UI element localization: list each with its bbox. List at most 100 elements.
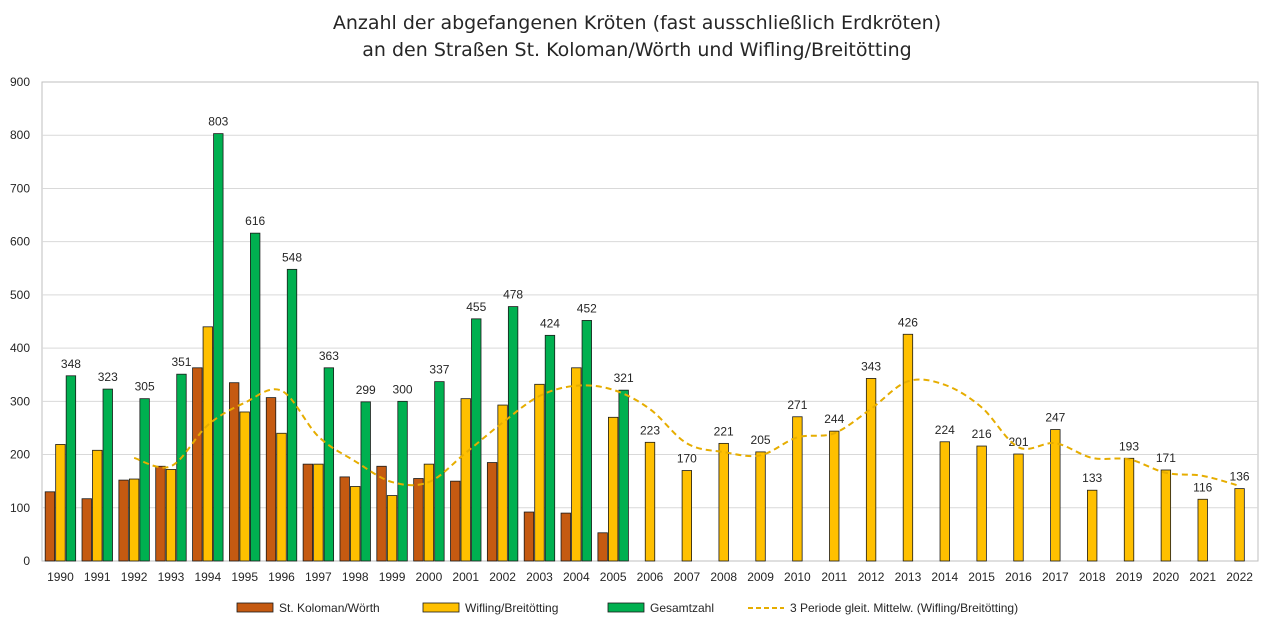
bar-gesamt [176, 373, 187, 562]
y-tick-label: 700 [10, 181, 30, 195]
x-tick-label: 2013 [895, 570, 922, 584]
bar-gesamt [360, 401, 371, 562]
bar-koloman [413, 478, 424, 562]
data-label: 136 [1230, 470, 1250, 484]
bar-wifling [902, 333, 914, 562]
bar-wifling [92, 449, 103, 562]
bar-koloman [339, 476, 350, 562]
data-label: 616 [245, 214, 265, 228]
legend-koloman-swatch [236, 602, 274, 613]
y-tick-label: 100 [10, 501, 30, 515]
legend-trendline-label: 3 Periode gleit. Mittelw. (Wifling/Breit… [790, 601, 1018, 615]
bar-wifling [681, 470, 692, 562]
data-label: 548 [282, 250, 302, 264]
data-label: 244 [824, 412, 844, 426]
data-label: 201 [1008, 435, 1028, 449]
bar-wifling [1050, 429, 1061, 562]
legend-koloman-label: St. Koloman/Wörth [279, 601, 380, 615]
bar-koloman [118, 479, 129, 562]
bar-wifling [313, 463, 324, 562]
bar-wifling [165, 469, 177, 562]
x-tick-label: 2014 [931, 570, 958, 584]
bar-koloman [597, 532, 608, 562]
x-tick-label: 1991 [84, 570, 111, 584]
bar-wifling [829, 430, 840, 562]
data-label: 478 [503, 288, 523, 302]
data-label: 348 [61, 357, 81, 371]
y-tick-label: 300 [10, 394, 30, 408]
x-tick-label: 1996 [268, 570, 295, 584]
data-label: 216 [972, 427, 992, 441]
bar-koloman [450, 480, 461, 562]
bar-wifling [718, 442, 729, 562]
bar-koloman [302, 463, 314, 562]
x-tick-label: 1995 [231, 570, 258, 584]
bar-gesamt [65, 375, 77, 562]
bar-wifling [1160, 469, 1172, 562]
x-tick-label: 2006 [637, 570, 664, 584]
data-label: 193 [1119, 439, 1139, 453]
x-tick-label: 2002 [489, 570, 516, 584]
data-label: 271 [787, 398, 807, 412]
y-tick-label: 800 [10, 128, 30, 142]
x-tick-label: 1999 [379, 570, 406, 584]
bar-koloman [376, 465, 387, 562]
bar-gesamt [434, 381, 445, 562]
data-label: 300 [393, 382, 413, 396]
x-tick-label: 2003 [526, 570, 553, 584]
bar-koloman [81, 498, 92, 562]
data-label: 223 [640, 423, 660, 437]
bar-gesamt [323, 367, 335, 562]
bar-gesamt [507, 306, 519, 562]
y-tick-label: 600 [10, 235, 30, 249]
bar-wifling [534, 383, 545, 562]
bar-wifling [1087, 489, 1098, 562]
y-tick-label: 400 [10, 341, 30, 355]
x-tick-label: 2001 [452, 570, 479, 584]
legend-wifling-label: Wifling/Breitötting [465, 601, 558, 615]
data-label: 205 [751, 433, 771, 447]
data-label: 452 [577, 301, 597, 315]
chart-title-line-2: an den Straßen St. Koloman/Wörth und Wif… [362, 39, 912, 61]
bar-wifling [423, 463, 435, 562]
bar-koloman [486, 462, 498, 562]
x-tick-label: 2015 [968, 570, 995, 584]
bar-wifling [1234, 488, 1245, 562]
x-tick-label: 1993 [158, 570, 185, 584]
x-tick-label: 1994 [194, 570, 221, 584]
data-label: 133 [1082, 471, 1102, 485]
y-tick-label: 0 [23, 554, 30, 568]
x-tick-label: 2008 [710, 570, 737, 584]
bar-wifling [1123, 457, 1135, 562]
bar-gesamt [139, 398, 150, 562]
data-label: 321 [614, 371, 634, 385]
data-label: 343 [861, 359, 881, 373]
bar-gesamt [213, 133, 224, 562]
bar-koloman [229, 382, 240, 562]
bar-koloman [192, 367, 203, 562]
bar-wifling [939, 441, 950, 562]
data-label: 305 [135, 380, 155, 394]
bar-wifling [1197, 498, 1208, 562]
data-label: 803 [208, 115, 228, 129]
x-tick-label: 1992 [121, 570, 148, 584]
bar-wifling [276, 432, 287, 562]
bar-koloman [44, 491, 56, 562]
bar-wifling [571, 367, 582, 562]
x-tick-label: 2018 [1079, 570, 1106, 584]
bar-wifling [460, 398, 471, 562]
bar-gesamt [102, 388, 113, 562]
data-label: 116 [1193, 480, 1212, 494]
data-label: 337 [429, 363, 449, 377]
bar-gesamt [544, 334, 556, 562]
data-label: 221 [714, 424, 734, 438]
bar-wifling [239, 411, 250, 562]
chart-title-line-1: Anzahl der abgefangenen Kröten (fast aus… [332, 12, 942, 34]
x-tick-label: 2017 [1042, 570, 1069, 584]
bar-gesamt [286, 268, 298, 562]
bar-koloman [265, 397, 277, 562]
x-tick-label: 2000 [416, 570, 443, 584]
bar-gesamt [581, 320, 592, 562]
bar-wifling [792, 416, 803, 562]
